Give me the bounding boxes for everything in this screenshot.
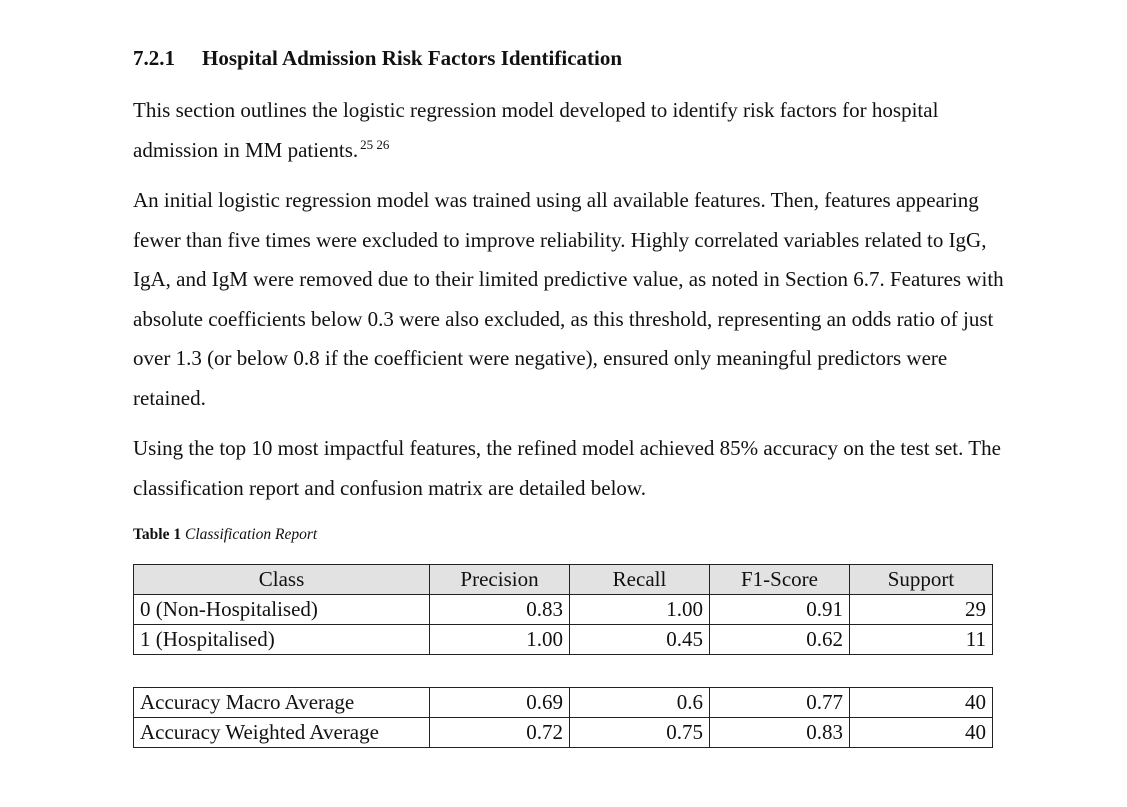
paragraph-method: An initial logistic regression model was… [133,188,1004,410]
cell-recall: 0.75 [569,717,710,748]
citation-refs: 25 26 [360,136,390,152]
paragraph-intro-text: This section outlines the logistic regre… [133,98,939,162]
cell-support: 40 [849,687,993,718]
header-recall: Recall [569,564,710,595]
cell-metric: Accuracy Weighted Average [133,717,430,748]
cell-f1-score: 0.77 [709,687,850,718]
cell-recall: 0.45 [569,624,710,655]
header-f1-score: F1-Score [709,564,850,595]
table-row: 0 (Non-Hospitalised) 0.83 1.00 0.91 29 [133,594,993,625]
header-precision: Precision [429,564,570,595]
table-row: Accuracy Macro Average 0.69 0.6 0.77 40 [133,687,993,718]
cell-recall: 1.00 [569,594,710,625]
cell-support: 40 [849,717,993,748]
section-number: 7.2.1 [133,46,175,70]
classification-report-table: Class Precision Recall F1-Score Support … [133,564,993,655]
table-caption: Table 1 Classification Report [133,526,317,544]
cell-support: 11 [849,624,993,655]
section-title: Hospital Admission Risk Factors Identifi… [202,46,623,70]
cell-class: 0 (Non-Hospitalised) [133,594,430,625]
cell-precision: 1.00 [429,624,570,655]
averages-table: Accuracy Macro Average 0.69 0.6 0.77 40 … [133,687,993,748]
cell-precision: 0.83 [429,594,570,625]
table-caption-label: Table 1 [133,526,182,543]
cell-f1-score: 0.83 [709,717,850,748]
cell-metric: Accuracy Macro Average [133,687,430,718]
cell-recall: 0.6 [569,687,710,718]
cell-support: 29 [849,594,993,625]
paragraph-intro: This section outlines the logistic regre… [133,91,1013,170]
paragraph-results: Using the top 10 most impactful features… [133,436,1001,500]
header-class: Class [133,564,430,595]
cell-f1-score: 0.62 [709,624,850,655]
table-header-row: Class Precision Recall F1-Score Support [133,564,993,595]
section-heading: 7.2.1 Hospital Admission Risk Factors Ide… [133,46,622,71]
cell-f1-score: 0.91 [709,594,850,625]
header-support: Support [849,564,993,595]
table-caption-title: Classification Report [184,526,318,543]
table-row: 1 (Hospitalised) 1.00 0.45 0.62 11 [133,624,993,655]
cell-class: 1 (Hospitalised) [133,624,430,655]
cell-precision: 0.69 [429,687,570,718]
cell-precision: 0.72 [429,717,570,748]
table-row: Accuracy Weighted Average 0.72 0.75 0.83… [133,717,993,748]
